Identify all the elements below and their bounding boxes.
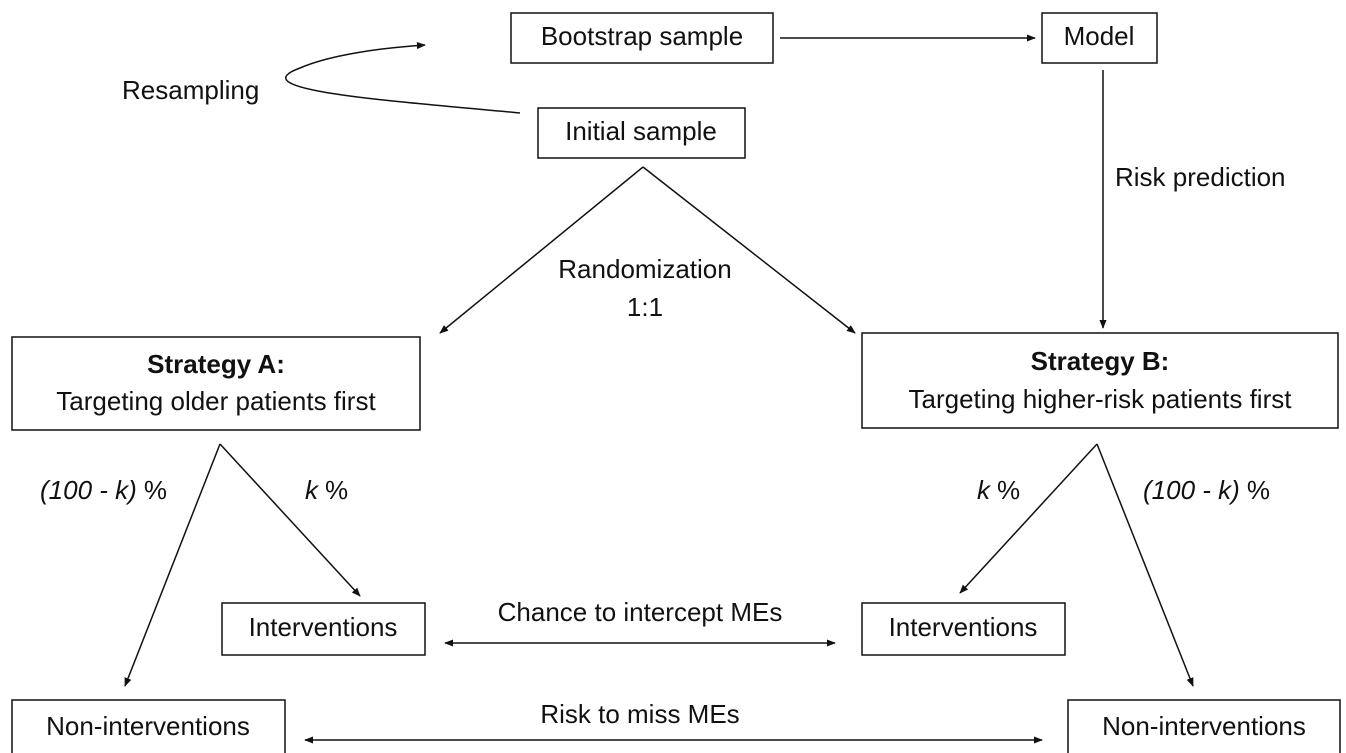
edge-label-unit: % [997,475,1020,505]
node-label: Interventions [249,612,398,642]
edge-label-unit: % [325,475,348,505]
box [861,332,1339,429]
box [1067,699,1341,753]
box [1041,12,1158,64]
edge-label-unit: % [144,475,167,505]
edge-label-italic: k [977,475,992,505]
edge-label: Chance to intercept MEs [498,597,783,627]
arrow [124,443,221,687]
edge-label: Risk to miss MEs [540,699,739,729]
arrow [285,41,521,114]
box [537,107,746,159]
edge-label: Randomization [558,254,731,284]
arrow [642,166,856,334]
edge-label: 1:1 [627,292,663,322]
edge-label: k% [305,475,348,505]
node-label: Non-interventions [46,711,250,741]
node-label: Interventions [889,612,1038,642]
arrow [959,443,1098,594]
arrow [1096,443,1194,687]
node-label: Bootstrap sample [541,21,743,51]
box [510,12,774,64]
edge-label: Risk prediction [1115,162,1286,192]
node-label: Targeting older patients first [56,386,376,416]
box [221,602,426,656]
edge-label-italic: k [305,475,320,505]
box [11,699,286,753]
box [861,602,1066,656]
arrow [219,443,361,597]
edge-label-italic: (100 - k) [40,475,137,505]
node-title: Strategy B: [1031,346,1170,376]
edge-label: k% [977,475,1020,505]
node-label: Initial sample [565,116,717,146]
edge-label: Resampling [122,75,259,105]
arrow [439,166,644,334]
edge-label: (100 - k)% [40,475,167,505]
node-label: Non-interventions [1102,711,1306,741]
edge-label-italic: (100 - k) [1143,475,1240,505]
box [11,336,421,431]
edge-label: (100 - k)% [1143,475,1270,505]
node-label: Targeting higher-risk patients first [909,384,1293,414]
edge-label-unit: % [1247,475,1270,505]
node-title: Strategy A: [147,349,285,379]
node-label: Model [1064,21,1135,51]
